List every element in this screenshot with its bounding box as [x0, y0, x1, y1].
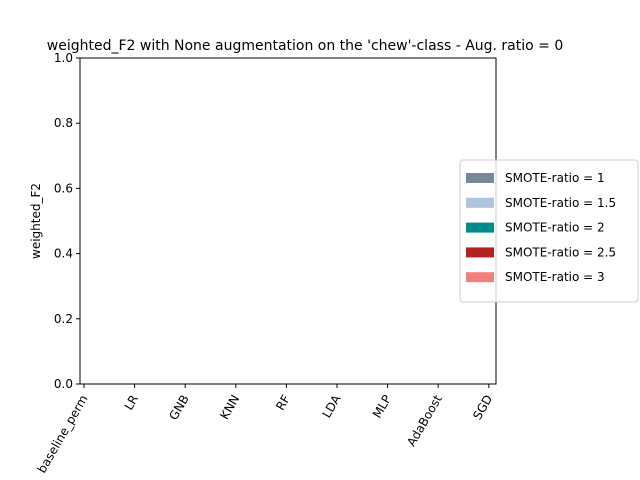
legend-swatch [466, 272, 494, 283]
legend-label: SMOTE-ratio = 3 [505, 270, 605, 284]
x-tick-label: LR [122, 393, 142, 413]
y-tick-label: 0.6 [54, 181, 73, 195]
legend-swatch [466, 247, 494, 258]
chart-title: weighted_F2 with None augmentation on th… [47, 38, 564, 54]
x-tick-label: MLP [370, 393, 394, 421]
y-tick-label: 0.8 [54, 116, 73, 130]
x-tick-label: AdaBoost [404, 392, 445, 448]
legend-swatch [466, 197, 494, 208]
legend-label: SMOTE-ratio = 1.5 [505, 196, 616, 210]
y-tick-label: 1.0 [54, 51, 73, 65]
x-tick-label: LDA [320, 392, 344, 420]
legend-swatch [466, 222, 494, 233]
y-tick-label: 0.2 [54, 312, 73, 326]
legend-label: SMOTE-ratio = 2.5 [505, 245, 616, 259]
x-tick-label: KNN [217, 393, 242, 422]
y-axis-label: weighted_F2 [29, 183, 43, 259]
x-tick-label: GNB [166, 393, 191, 423]
y-tick-label: 0.0 [54, 377, 73, 391]
legend-box [459, 159, 639, 303]
legend-label: SMOTE-ratio = 1 [505, 171, 605, 185]
legend-label: SMOTE-ratio = 2 [505, 221, 605, 235]
x-tick-label: baseline_perm [35, 393, 91, 476]
legend-swatch [466, 173, 494, 183]
plot-frame [79, 57, 497, 385]
y-tick-label: 0.4 [54, 247, 73, 261]
x-tick-label: RF [273, 392, 293, 412]
x-tick-label: SGD [470, 393, 495, 423]
